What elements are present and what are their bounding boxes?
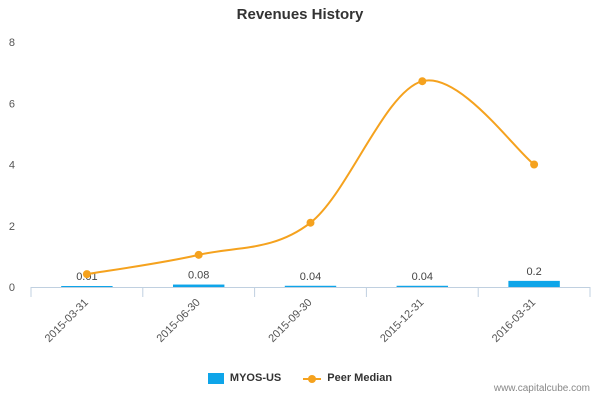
bar-4 <box>508 280 560 287</box>
peer-median-point-0 <box>82 270 91 279</box>
chart-legend: MYOS-US Peer Median <box>0 372 600 384</box>
y-tick-label-4: 8 <box>9 37 15 49</box>
bar-data-label-1: 0.08 <box>188 270 209 282</box>
x-tick-label-2: 2015-09-30 <box>266 297 314 345</box>
x-tick-label-1: 2015-06-30 <box>155 297 203 345</box>
peer-median-point-1 <box>194 250 203 259</box>
legend-item-myos[interactable]: MYOS-US <box>207 372 282 384</box>
bar-2 <box>284 285 337 287</box>
peer-median-line <box>86 79 535 276</box>
legend-swatch-line <box>303 373 322 384</box>
legend-swatch-bar <box>207 372 224 384</box>
x-tick-label-4: 2016-03-31 <box>490 297 538 345</box>
legend-item-peer-median[interactable]: Peer Median <box>303 372 392 384</box>
peer-median-point-2 <box>306 218 315 227</box>
y-tick-label-2: 4 <box>9 160 15 172</box>
bar-3 <box>396 285 449 287</box>
bar-0 <box>61 286 113 287</box>
peer-median-point-4 <box>530 160 539 169</box>
chart-title: Revenues History <box>236 6 364 23</box>
x-tick-label-3: 2015-12-31 <box>378 297 426 345</box>
x-tick-label-0: 2015-03-31 <box>43 297 91 345</box>
bar-1 <box>172 284 225 287</box>
y-tick-label-3: 6 <box>9 98 15 110</box>
peer-median-point-3 <box>418 77 427 86</box>
credit-text: www.capitalcube.com <box>493 383 590 394</box>
y-tick-label-1: 2 <box>9 221 15 233</box>
legend-label-peer-median: Peer Median <box>327 372 393 384</box>
bar-data-label-4: 0.2 <box>526 266 541 278</box>
y-tick-label-0: 0 <box>9 282 15 294</box>
bar-data-label-2: 0.04 <box>300 271 321 283</box>
bar-data-label-3: 0.04 <box>412 271 433 283</box>
legend-label-myos: MYOS-US <box>229 372 282 384</box>
